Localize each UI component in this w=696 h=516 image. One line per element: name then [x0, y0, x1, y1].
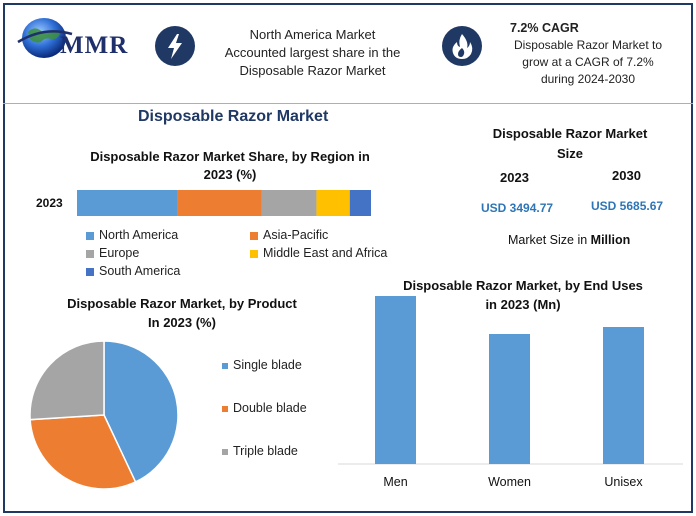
legend-label: Single blade: [233, 358, 302, 372]
legend-label: Europe: [99, 246, 140, 260]
region-bar-segment-3: [316, 190, 350, 216]
pie-slice-double-blade: [29, 414, 137, 490]
region-bar-segment-2: [261, 190, 317, 216]
logo-text: MMR: [60, 32, 129, 59]
size-year-2030: 2030: [612, 168, 641, 183]
legend-label: South America: [99, 264, 181, 278]
legend-europe: Europe: [86, 246, 139, 260]
highlight-1-line: North America Market: [249, 27, 376, 42]
product-chart-title-line: In 2023 (%): [148, 315, 216, 330]
enduse-bar-women: [489, 334, 530, 464]
pie-slice-single-blade: [103, 340, 179, 483]
product-chart-title-line: Disposable Razor Market, by Product: [67, 296, 297, 311]
highlight-1-line: Disposable Razor Market: [239, 63, 386, 78]
legend-label: North America: [99, 228, 179, 242]
legend-swatch: [222, 405, 228, 412]
enduse-chart-title-line: Disposable Razor Market, by End Uses: [403, 278, 643, 293]
highlight-2-line: grow at a CAGR of 7.2%: [522, 55, 654, 69]
highlight-1-text: North America Market Accounted largest s…: [210, 26, 415, 80]
highlight-2-text: 7.2% CAGR Disposable Razor Market to gro…: [488, 20, 688, 88]
enduse-chart-title: Disposable Razor Market, by End Uses in …: [378, 276, 668, 314]
size-unit-bold: Million: [590, 233, 631, 247]
product-pie-chart: [29, 340, 179, 490]
region-bar-segment-4: [349, 190, 371, 216]
legend-single-blade: Single blade: [222, 358, 302, 372]
region-chart-title-line: 2023 (%): [203, 167, 257, 182]
enduse-bar-chart: Men Women Unisex: [338, 296, 683, 489]
highlight-2-line: during 2024-2030: [540, 72, 636, 86]
legend-triple-blade: Triple blade: [222, 444, 298, 458]
enduse-tick-label: Men: [383, 475, 407, 489]
region-stacked-bar-chart: [77, 190, 371, 216]
size-year-2023: 2023: [500, 170, 529, 185]
legend-label: Triple blade: [233, 444, 298, 458]
region-chart-title: Disposable Razor Market Share, by Region…: [60, 148, 400, 184]
header-divider: [3, 103, 693, 104]
legend-double-blade: Double blade: [222, 401, 307, 415]
legend-asia-pacific: Asia-Pacific: [250, 228, 328, 242]
product-chart-title: Disposable Razor Market, by Product In 2…: [42, 294, 322, 332]
legend-swatch: [222, 362, 228, 369]
size-panel-title: Disposable Razor Market Size: [470, 124, 670, 164]
lightning-icon: [155, 26, 195, 66]
legend-label: Double blade: [233, 401, 307, 415]
enduse-bar-unisex: [603, 327, 644, 464]
region-bar-segment-1: [177, 190, 262, 216]
legend-label: Asia-Pacific: [263, 228, 329, 242]
highlight-2-line: Disposable Razor Market to: [513, 38, 663, 52]
main-title: Disposable Razor Market: [138, 108, 329, 125]
highlight-1-line: Accounted largest share in the: [224, 45, 401, 60]
legend-swatch: [250, 249, 258, 258]
legend-swatch: [250, 231, 258, 240]
legend-swatch: [86, 249, 94, 258]
region-category-label: 2023: [36, 196, 63, 210]
enduse-tick-label: Women: [488, 475, 531, 489]
legend-north-america: North America: [86, 228, 178, 242]
region-chart-title-line: Disposable Razor Market Share, by Region…: [90, 149, 370, 164]
legend-swatch: [222, 448, 228, 455]
size-unit-note: Market Size in Million: [508, 233, 630, 247]
size-value-2030: USD 5685.67: [591, 199, 664, 213]
legend-middle-east-africa: Middle East and Africa: [250, 246, 387, 260]
legend-south-america: South America: [86, 264, 180, 278]
cagr-title: 7.2% CAGR: [510, 21, 579, 35]
legend-swatch: [86, 231, 94, 240]
flame-icon: [442, 26, 482, 66]
pie-slice-triple-blade: [29, 340, 105, 421]
legend-swatch: [86, 267, 94, 276]
legend-label: Middle East and Africa: [263, 246, 388, 260]
size-panel-title-line: Size: [556, 146, 583, 161]
globe-logo-icon: [17, 18, 73, 58]
enduse-tick-label: Unisex: [604, 475, 643, 489]
enduse-bar-men: [375, 296, 416, 464]
size-unit-prefix: Market Size in: [508, 233, 591, 247]
size-panel-title-line: Disposable Razor Market: [492, 126, 648, 141]
region-bar-segment-0: [77, 190, 178, 216]
enduse-chart-title-line: in 2023 (Mn): [485, 297, 561, 312]
size-value-2023: USD 3494.77: [481, 201, 554, 215]
